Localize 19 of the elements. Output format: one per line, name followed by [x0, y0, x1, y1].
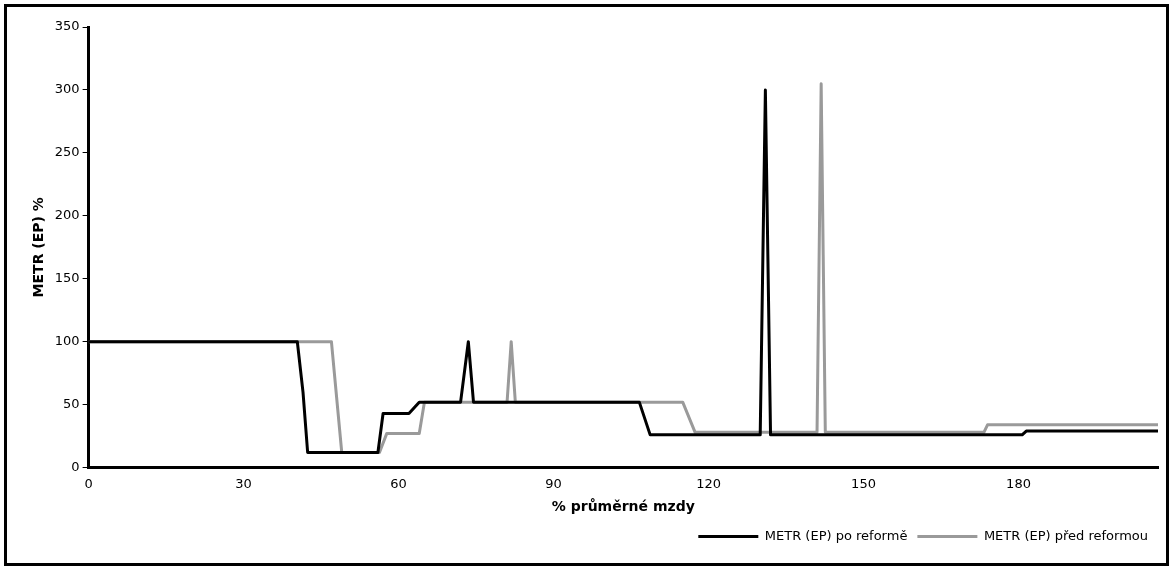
y-tick-label: 350 — [54, 18, 80, 34]
y-tick-label: 150 — [54, 270, 80, 286]
y-tick-label: 100 — [54, 333, 80, 349]
x-tick-label: 0 — [84, 475, 93, 491]
x-tick-label: 180 — [1006, 475, 1031, 491]
y-tick-label: 250 — [54, 144, 80, 160]
y-tick-label: 0 — [71, 458, 80, 474]
x-tick-label: 30 — [235, 475, 252, 491]
x-tick-label: 90 — [545, 475, 562, 491]
x-tick-label: 60 — [390, 475, 407, 491]
y-tick-label: 200 — [54, 207, 80, 223]
x-axis-title: % průměrné mzdy — [551, 498, 695, 515]
x-tick-label: 150 — [851, 475, 876, 491]
y-axis-title: METR (EP) % — [30, 197, 47, 298]
y-tick-label: 300 — [54, 81, 80, 97]
legend-label: METR (EP) po reformě — [764, 527, 908, 543]
legend-label: METR (EP) před reformou — [983, 527, 1149, 543]
x-tick-label: 120 — [696, 475, 721, 491]
y-tick-label: 50 — [63, 396, 80, 412]
